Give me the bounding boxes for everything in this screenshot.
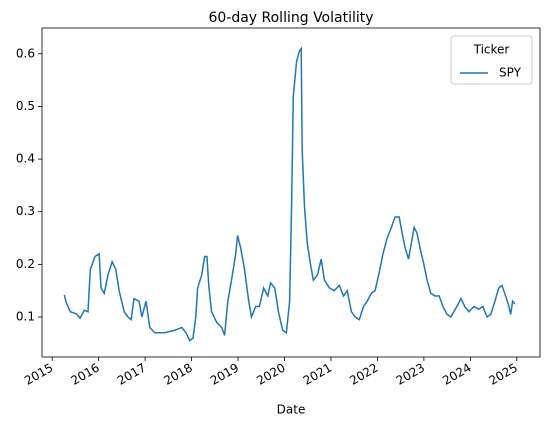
y-tick-label: 0.1 (16, 309, 35, 323)
x-tick-label: 2021 (301, 361, 334, 388)
x-tick-label: 2019 (208, 361, 241, 388)
y-tick-label: 0.6 (16, 46, 35, 60)
x-tick-label: 2015 (22, 361, 55, 388)
y-tick-label: 0.2 (16, 257, 35, 271)
x-tick-label: 2018 (161, 361, 194, 388)
x-axis-label: Date (277, 403, 306, 417)
x-tick-label: 2017 (115, 361, 148, 388)
x-tick-label: 2023 (394, 361, 427, 388)
plot-frame (41, 27, 541, 358)
x-tick-label: 2022 (347, 361, 380, 388)
x-tick-label: 2016 (68, 361, 101, 388)
legend-title: Ticker (473, 43, 510, 57)
legend-box (450, 35, 533, 85)
y-tick-label: 0.5 (16, 99, 35, 113)
y-tick-label: 0.3 (16, 204, 35, 218)
line-series (63, 46, 516, 342)
x-tick-label: 2024 (440, 361, 473, 388)
chart-title: 60-day Rolling Volatility (208, 10, 373, 26)
y-tick-label: 0.4 (16, 152, 35, 166)
legend-label: SPY (499, 66, 522, 80)
x-tick-label: 2025 (487, 361, 520, 388)
x-tick-label: 2020 (254, 361, 287, 388)
